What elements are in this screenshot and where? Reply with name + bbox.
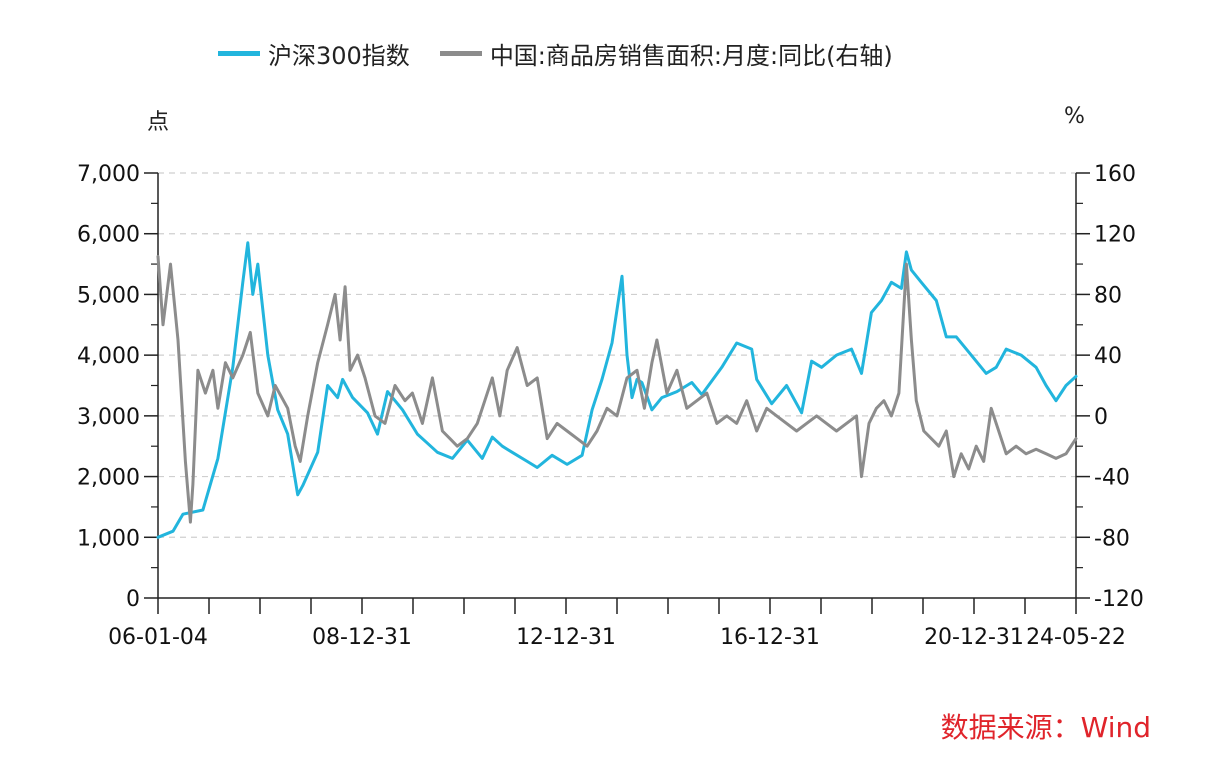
left-axis-tick-label: 5,000: [77, 283, 140, 308]
right-axis-tick-label: 80: [1094, 283, 1122, 308]
x-axis-tick-label: 12-12-31: [516, 625, 616, 650]
right-axis-tick-label: -40: [1094, 466, 1130, 491]
x-axis-tick-label: 06-01-04: [108, 625, 208, 650]
data-source: 数据来源：Wind: [940, 711, 1151, 744]
left-axis-tick-label: 2,000: [77, 466, 140, 491]
legend-swatch-sales-yoy: [439, 51, 482, 56]
legend-label-sales-yoy: 中国:商品房销售面积:月度:同比(右轴): [489, 42, 893, 70]
right-axis-unit: %: [1064, 104, 1085, 129]
right-axis-tick-label: -120: [1094, 587, 1144, 612]
right-axis-tick-label: 160: [1094, 162, 1136, 187]
x-axis-tick-label: 20-12-31: [924, 625, 1024, 650]
right-axis-tick-label: -80: [1094, 526, 1130, 551]
left-axis-tick-label: 7,000: [77, 162, 140, 187]
legend: 沪深300指数 中国:商品房销售面积:月度:同比(右轴): [218, 36, 923, 71]
x-axis-tick-label: 08-12-31: [312, 625, 412, 650]
left-axis-unit: 点: [147, 110, 170, 135]
legend-item-hs300: 沪深300指数: [218, 36, 410, 71]
right-axis-tick-label: 120: [1094, 223, 1136, 248]
right-axis-tick-label: 40: [1094, 344, 1122, 369]
series-line-hs300: [156, 241, 1078, 539]
right-axis-tick-label: 0: [1094, 405, 1108, 430]
x-axis-tick-label: 24-05-22: [1026, 625, 1126, 650]
left-axis-tick-label: 6,000: [77, 223, 140, 248]
left-axis-tick-label: 4,000: [77, 344, 140, 369]
series-line-sales-yoy: [156, 255, 1078, 524]
left-axis-tick-label: 3,000: [77, 405, 140, 430]
legend-label-hs300: 沪深300指数: [268, 42, 410, 70]
left-axis-tick-label: 1,000: [77, 526, 140, 551]
legend-swatch-hs300: [218, 51, 260, 56]
x-axis-tick-label: 16-12-31: [720, 625, 820, 650]
legend-item-sales-yoy: 中国:商品房销售面积:月度:同比(右轴): [439, 36, 893, 71]
left-axis-tick-label: 0: [126, 587, 140, 612]
